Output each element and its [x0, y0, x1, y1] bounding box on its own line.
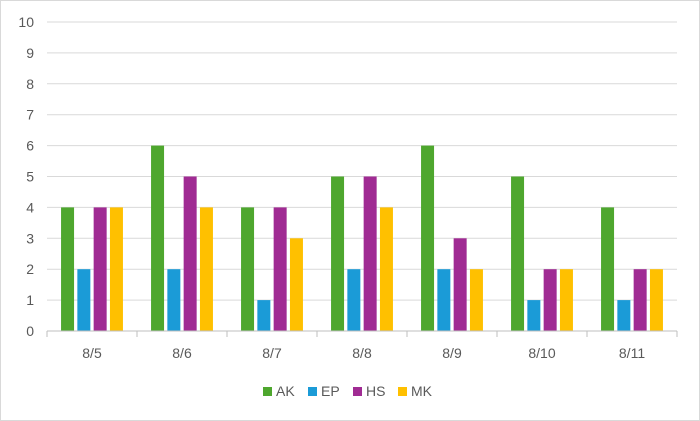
legend-swatch-ep [308, 387, 317, 396]
bar-ak-8-10 [511, 176, 525, 331]
bar-hs-8-8 [363, 176, 377, 331]
y-tick-label: 6 [26, 138, 34, 154]
bar-ak-8-6 [151, 145, 165, 331]
x-axis-ticks: 8/5 8/6 8/7 8/8 8/9 8/10 8/11 [82, 345, 645, 361]
bar-ak-8-8 [331, 176, 345, 331]
x-tick-label: 8/6 [172, 345, 192, 361]
legend-label-ep: EP [321, 383, 340, 399]
x-tick-label: 8/9 [442, 345, 462, 361]
bar-mk-8-8 [379, 207, 393, 331]
y-tick-label: 7 [26, 107, 34, 123]
bar-mk-8-9 [469, 269, 483, 331]
bar-ep-8-11 [617, 300, 631, 331]
x-tick-label: 8/7 [262, 345, 282, 361]
bar-hs-8-11 [633, 269, 647, 331]
bar-hs-8-7 [273, 207, 287, 331]
x-tick-label: 8/10 [528, 345, 555, 361]
x-tick-label: 8/11 [619, 345, 645, 361]
bar-hs-8-5 [93, 207, 107, 331]
legend-label-mk: MK [411, 383, 433, 399]
bar-ak-8-7 [241, 207, 255, 331]
x-tick-label: 8/5 [82, 345, 102, 361]
y-tick-label: 4 [26, 199, 34, 215]
bar-ep-8-5 [77, 269, 91, 331]
bar-ak-8-9 [421, 145, 435, 331]
y-tick-label: 0 [26, 323, 34, 339]
bar-mk-8-5 [109, 207, 123, 331]
y-tick-label: 8 [26, 76, 34, 92]
legend-swatch-hs [353, 387, 362, 396]
bar-mk-8-11 [649, 269, 663, 331]
bar-ep-8-10 [527, 300, 541, 331]
legend-swatch-mk [398, 387, 407, 396]
bar-hs-8-10 [543, 269, 557, 331]
bar-ep-8-7 [257, 300, 271, 331]
x-axis [46, 330, 678, 337]
legend: AK EP HS MK [263, 383, 433, 399]
y-tick-label: 1 [26, 292, 34, 308]
bar-mk-8-10 [559, 269, 573, 331]
y-tick-label: 2 [26, 261, 34, 277]
legend-label-ak: AK [276, 383, 295, 399]
bar-hs-8-6 [183, 176, 197, 331]
bar-ep-8-9 [437, 269, 451, 331]
bar-ep-8-6 [167, 269, 181, 331]
bar-ak-8-5 [61, 207, 75, 331]
bar-mk-8-6 [199, 207, 213, 331]
y-tick-label: 9 [26, 45, 34, 61]
gridlines [47, 21, 677, 301]
y-tick-label: 3 [26, 230, 34, 246]
bar-ak-8-11 [601, 207, 615, 331]
legend-label-hs: HS [366, 383, 385, 399]
bars [61, 145, 663, 331]
bar-ep-8-8 [347, 269, 361, 331]
bar-hs-8-9 [453, 238, 467, 331]
x-tick-label: 8/8 [352, 345, 372, 361]
y-tick-label: 5 [26, 169, 34, 185]
y-tick-label: 10 [18, 14, 34, 30]
legend-swatch-ak [263, 387, 272, 396]
y-axis-ticks: 0 1 2 3 4 5 6 7 8 9 10 [18, 14, 34, 339]
bar-mk-8-7 [289, 238, 303, 331]
